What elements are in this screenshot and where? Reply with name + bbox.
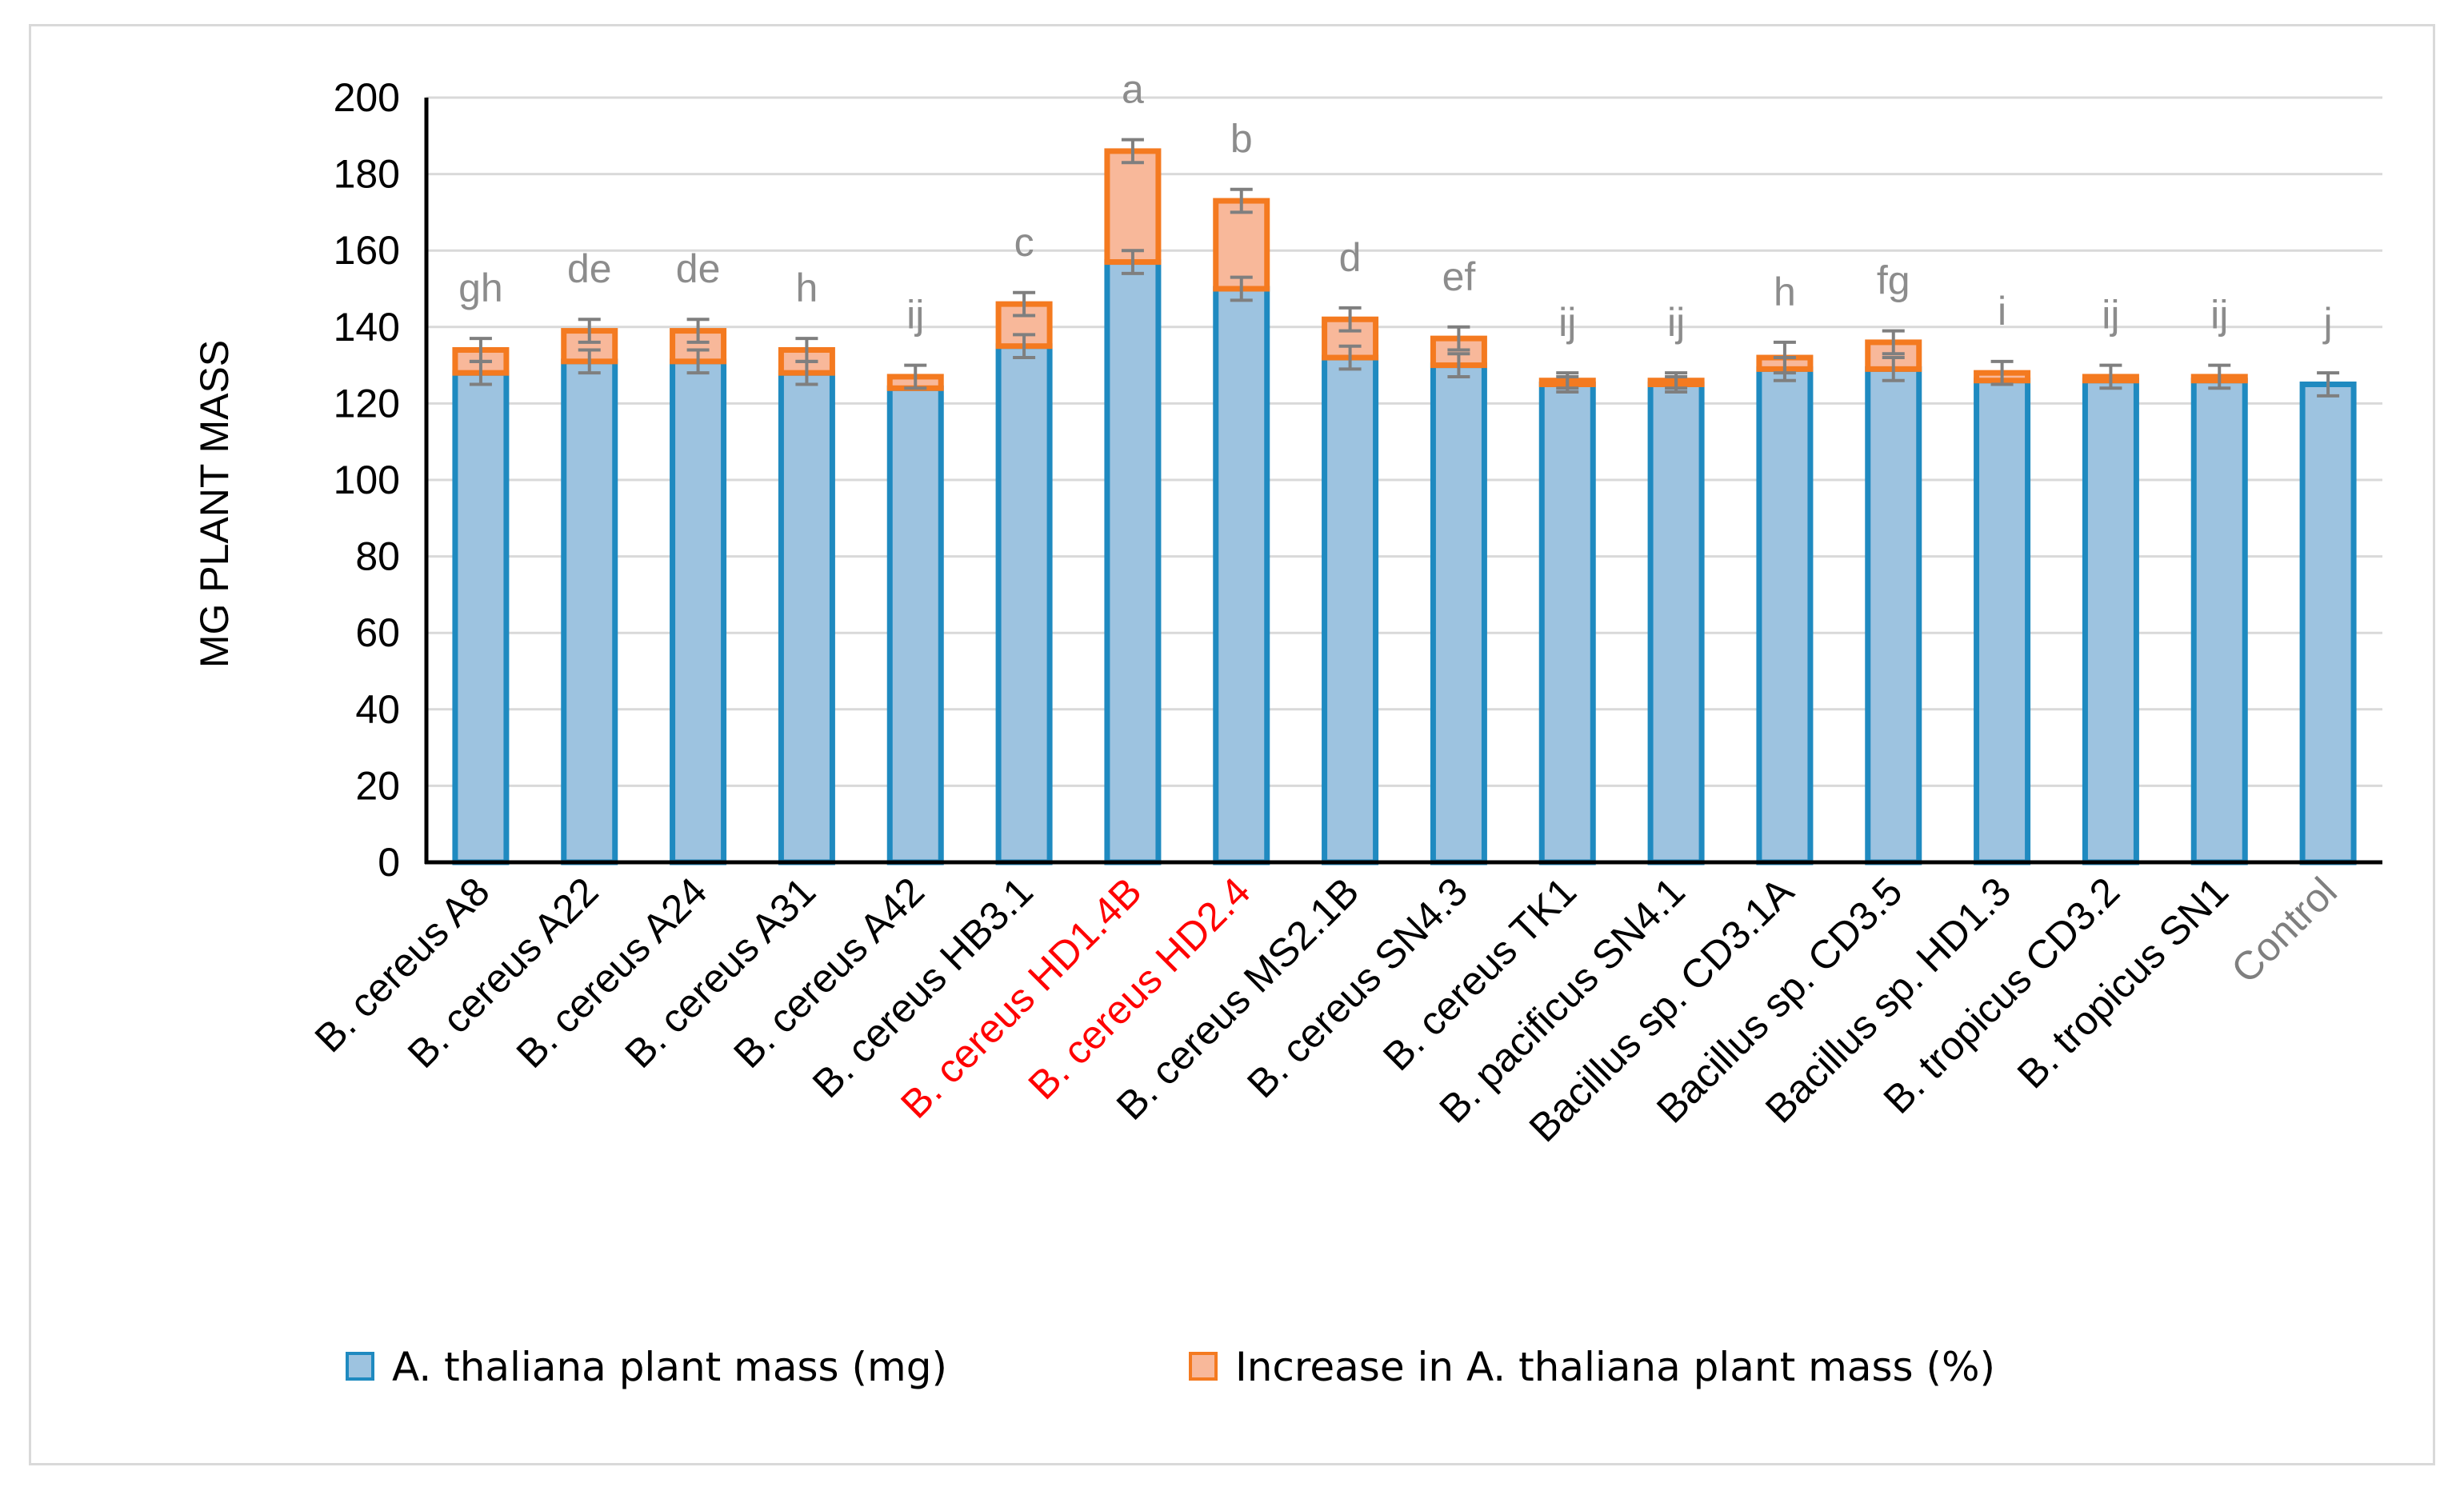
significance-letter: ef (1442, 254, 1476, 299)
category-label: B. cereus A22 (399, 869, 607, 1077)
legend-swatch-increase (1189, 1352, 1218, 1381)
bar-increase (1104, 148, 1162, 266)
y-tick-label: 80 (355, 534, 400, 579)
y-tick-label: 60 (355, 610, 400, 655)
y-tick-label: 200 (334, 75, 400, 120)
significance-letter: ij (1667, 300, 1685, 345)
significance-letter: a (1122, 67, 1144, 112)
significance-letter: ij (2210, 293, 2228, 338)
significance-letter: c (1014, 220, 1034, 265)
y-tick-label: 0 (378, 840, 400, 885)
bar-plant-mass (1538, 382, 1596, 865)
significance-letter: fg (1877, 258, 1910, 303)
bar-plant-mass (1974, 378, 2031, 865)
significance-letter: de (676, 246, 721, 291)
significance-letter: j (2322, 300, 2333, 345)
y-tick-label: 160 (334, 228, 400, 273)
significance-letter: b (1230, 117, 1253, 162)
bar-plant-mass (1430, 362, 1487, 865)
legend-label-increase: Increase in A. thaliana plant mass (%) (1235, 1344, 1995, 1390)
y-tick-label: 40 (355, 687, 400, 732)
bar-plant-mass (2190, 378, 2248, 865)
bar-plant-mass (1865, 366, 1922, 865)
y-tick-label: 100 (334, 458, 400, 502)
bar-plant-mass (1104, 259, 1162, 865)
bar-increase (1213, 198, 1270, 292)
significance-letter: ij (906, 293, 924, 338)
significance-letters: gh de de h ij c a b d ef ij ij h fg i ij ij j (458, 67, 2333, 346)
significance-letter: ij (2102, 293, 2119, 338)
category-label: B. cereus TK1 (1374, 869, 1585, 1079)
bar-plant-mass (561, 358, 618, 865)
bar-plant-mass (1322, 354, 1379, 865)
y-tick-label: 120 (334, 381, 400, 426)
bar-plant-mass (2082, 378, 2139, 865)
bar-plant-mass (2299, 382, 2357, 865)
bar-plant-mass (670, 358, 727, 865)
significance-letter: i (1998, 289, 2006, 334)
category-label: Control (2222, 869, 2346, 992)
bar-plant-mass (886, 385, 944, 865)
significance-letter: gh (458, 266, 503, 310)
y-tick-label: 140 (334, 305, 400, 350)
significance-letter: h (1774, 270, 1796, 314)
bar-plant-mass (778, 370, 835, 865)
bar-plant-mass (1756, 366, 1814, 865)
gridlines (426, 96, 2382, 787)
legend: A. thaliana plant mass (mg) Increase in … (346, 1344, 1995, 1390)
y-axis-title: MG PLANT MASS (192, 340, 237, 668)
bars (452, 138, 2357, 865)
legend-swatch-plant-mass (346, 1352, 374, 1381)
y-tick-label: 180 (334, 152, 400, 197)
bar-plant-mass (452, 370, 510, 865)
significance-letter: h (796, 266, 818, 310)
axes (424, 98, 2382, 865)
category-label: B. cereus A24 (508, 869, 716, 1077)
y-tick-labels: 0 20 40 60 80 100 120 140 160 180 200 (334, 75, 400, 885)
bar-plant-mass (995, 343, 1053, 865)
bar-plant-mass (1213, 286, 1270, 865)
category-label: B. cereus A42 (725, 869, 933, 1077)
legend-label-plant-mass: A. thaliana plant mass (mg) (392, 1344, 947, 1390)
bar-plant-mass (1647, 382, 1705, 865)
significance-letter: ij (1558, 300, 1576, 345)
y-tick-label: 20 (355, 763, 400, 808)
significance-letter: d (1339, 235, 1362, 280)
category-label: B. cereus A31 (616, 869, 824, 1077)
significance-letter: de (567, 246, 612, 291)
